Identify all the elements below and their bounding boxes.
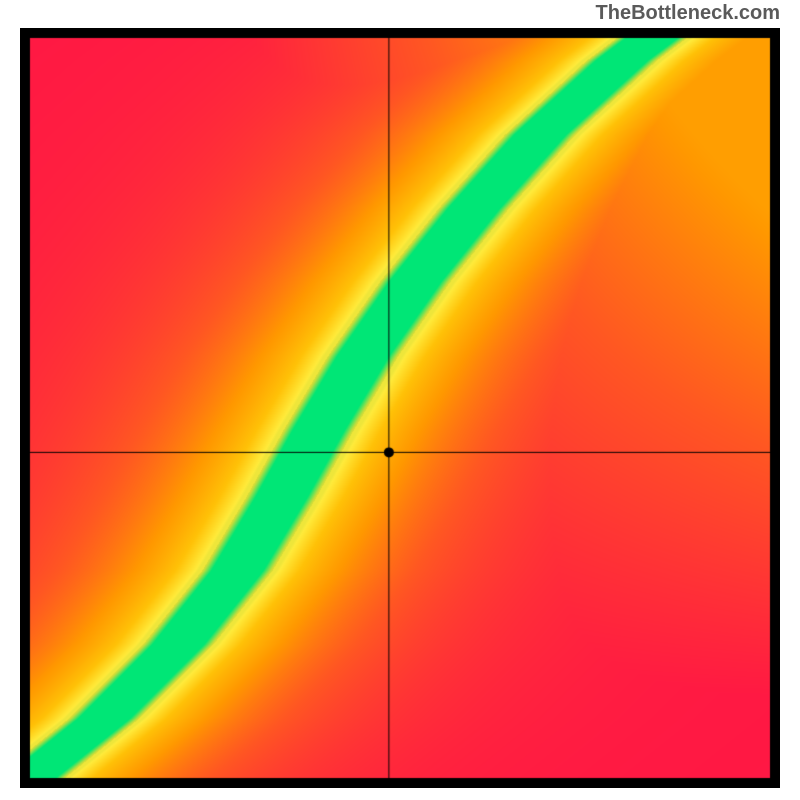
- heatmap-canvas: [20, 28, 780, 788]
- heatmap-chart: [20, 28, 780, 788]
- watermark-text: TheBottleneck.com: [596, 2, 780, 25]
- chart-container: TheBottleneck.com: [0, 0, 800, 800]
